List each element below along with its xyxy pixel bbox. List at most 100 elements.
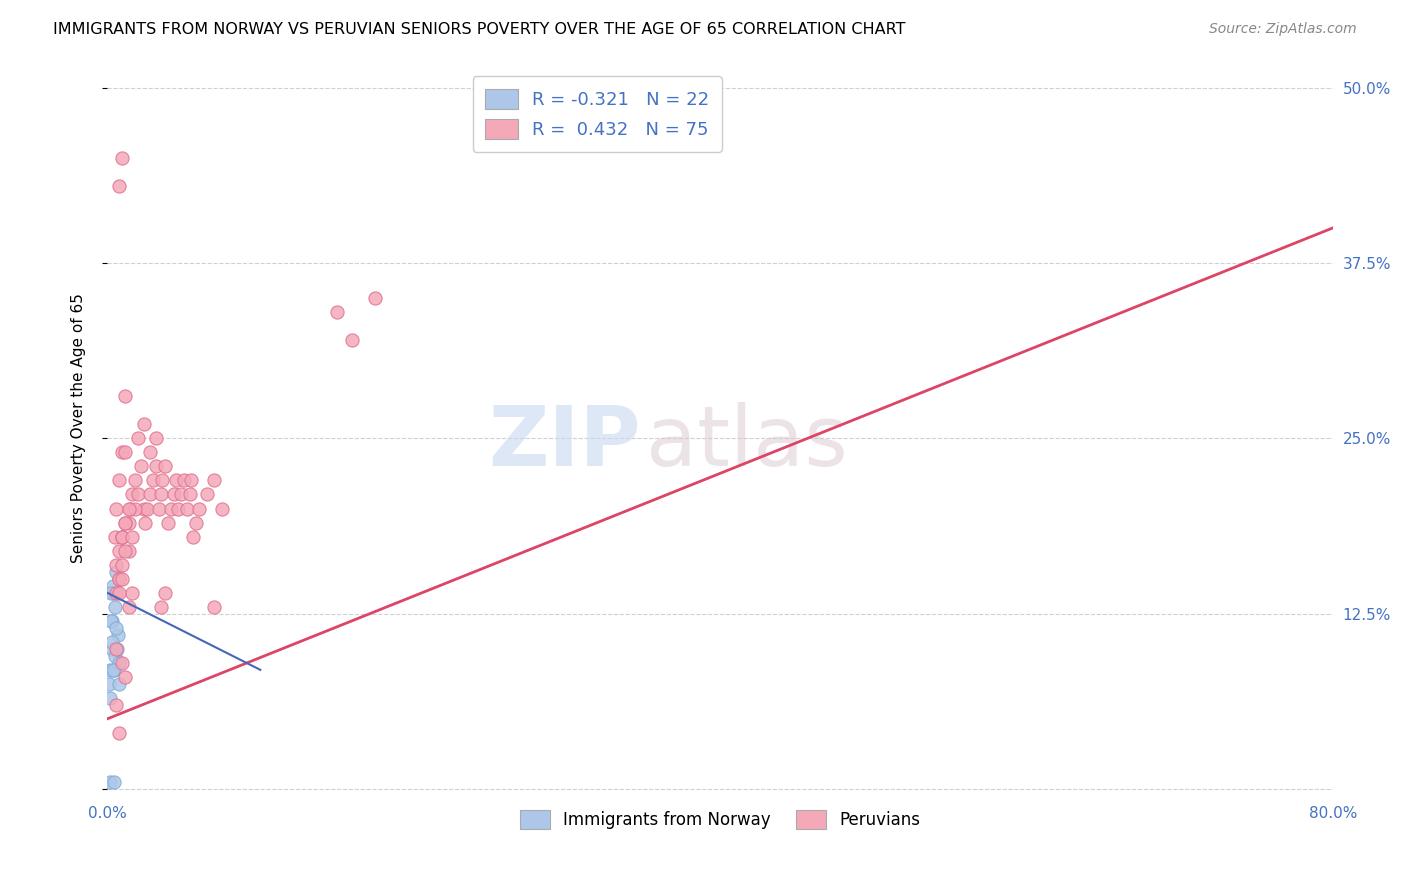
Point	[111, 572, 134, 586]
Point	[105, 698, 128, 712]
Point	[139, 487, 162, 501]
Point	[101, 663, 124, 677]
Point	[132, 501, 155, 516]
Point	[100, 585, 122, 599]
Point	[108, 543, 131, 558]
Y-axis label: Seniors Poverty Over the Age of 65: Seniors Poverty Over the Age of 65	[72, 293, 86, 563]
Point	[114, 516, 136, 530]
Point	[114, 543, 136, 558]
Text: IMMIGRANTS FROM NORWAY VS PERUVIAN SENIORS POVERTY OVER THE AGE OF 65 CORRELATIO: IMMIGRANTS FROM NORWAY VS PERUVIAN SENIO…	[53, 22, 905, 37]
Point	[104, 599, 127, 614]
Point	[117, 599, 139, 614]
Point	[160, 501, 183, 516]
Point	[165, 474, 187, 488]
Point	[114, 516, 136, 530]
Point	[163, 487, 186, 501]
Point	[195, 487, 218, 501]
Point	[100, 614, 122, 628]
Point	[103, 663, 125, 677]
Point	[104, 621, 127, 635]
Point	[150, 474, 173, 488]
Point	[111, 530, 134, 544]
Point	[107, 677, 129, 691]
Point	[114, 670, 136, 684]
Point	[105, 641, 128, 656]
Point	[142, 474, 165, 488]
Point	[111, 151, 134, 165]
Point	[124, 501, 146, 516]
Point	[117, 501, 139, 516]
Point	[145, 431, 167, 445]
Point	[184, 516, 207, 530]
Legend: Immigrants from Norway, Peruvians: Immigrants from Norway, Peruvians	[513, 803, 927, 836]
Point	[135, 501, 157, 516]
Point	[364, 291, 387, 305]
Point	[108, 474, 131, 488]
Point	[111, 558, 134, 572]
Point	[148, 501, 170, 516]
Point	[169, 487, 191, 501]
Point	[105, 641, 128, 656]
Point	[129, 459, 152, 474]
Text: Source: ZipAtlas.com: Source: ZipAtlas.com	[1209, 22, 1357, 37]
Point	[98, 690, 121, 705]
Point	[202, 474, 225, 488]
Point	[105, 585, 128, 599]
Point	[211, 501, 233, 516]
Point	[180, 474, 202, 488]
Point	[179, 487, 201, 501]
Point	[157, 516, 180, 530]
Point	[117, 516, 139, 530]
Point	[105, 565, 128, 579]
Point	[105, 558, 128, 572]
Point	[134, 516, 156, 530]
Point	[100, 614, 122, 628]
Point	[121, 585, 143, 599]
Point	[139, 445, 162, 459]
Point	[132, 417, 155, 432]
Point	[108, 178, 131, 193]
Point	[127, 431, 149, 445]
Point	[121, 487, 143, 501]
Point	[155, 585, 177, 599]
Point	[149, 487, 172, 501]
Point	[98, 677, 121, 691]
Text: ZIP: ZIP	[488, 402, 640, 483]
Point	[101, 634, 124, 648]
Point	[127, 487, 149, 501]
Point	[166, 501, 188, 516]
Point	[176, 501, 198, 516]
Point	[104, 648, 127, 663]
Point	[111, 445, 134, 459]
Point	[103, 579, 125, 593]
Point	[111, 530, 134, 544]
Point	[124, 474, 146, 488]
Point	[114, 389, 136, 403]
Point	[103, 775, 125, 789]
Point	[108, 572, 131, 586]
Point	[173, 474, 195, 488]
Point	[114, 445, 136, 459]
Point	[342, 333, 364, 347]
Point	[111, 656, 134, 670]
Point	[326, 305, 349, 319]
Point	[149, 599, 172, 614]
Point	[202, 599, 225, 614]
Point	[108, 585, 131, 599]
Point	[120, 501, 142, 516]
Point	[107, 628, 129, 642]
Text: atlas: atlas	[647, 402, 848, 483]
Point	[100, 775, 122, 789]
Point	[111, 530, 134, 544]
Point	[145, 459, 167, 474]
Point	[117, 543, 139, 558]
Point	[188, 501, 211, 516]
Point	[181, 530, 204, 544]
Point	[105, 501, 128, 516]
Point	[103, 585, 125, 599]
Point	[155, 459, 177, 474]
Point	[108, 726, 131, 740]
Point	[98, 663, 121, 677]
Point	[121, 530, 143, 544]
Point	[104, 530, 127, 544]
